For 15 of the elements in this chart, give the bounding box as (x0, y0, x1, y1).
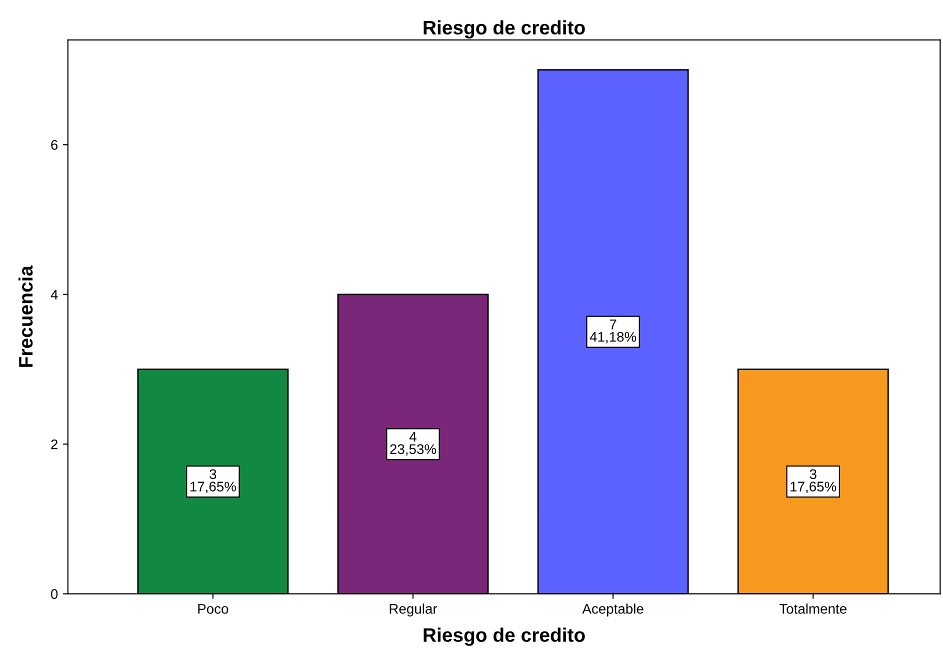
x-tick-label: Totalmente (779, 604, 846, 614)
data-label: 3 17,65% (190, 469, 236, 494)
y-tick-label: 2 (51, 439, 58, 450)
x-axis-title: Riesgo de credito (424, 628, 585, 646)
x-tick-label: Regular (390, 604, 438, 616)
x-tick-label: Aceptable (582, 604, 644, 616)
x-tick-label: Poco (198, 604, 228, 614)
chart-title: Riesgo de credito (424, 20, 585, 38)
y-axis-title: Frecuencia (18, 265, 33, 367)
data-label: 3 17,65% (790, 469, 836, 494)
y-tick-label: 6 (51, 140, 58, 150)
data-label: 4 23,53% (390, 432, 436, 456)
data-label: 7 41,18% (590, 320, 636, 344)
y-tick-label: 4 (50, 290, 58, 300)
y-tick-label: 0 (50, 589, 58, 599)
